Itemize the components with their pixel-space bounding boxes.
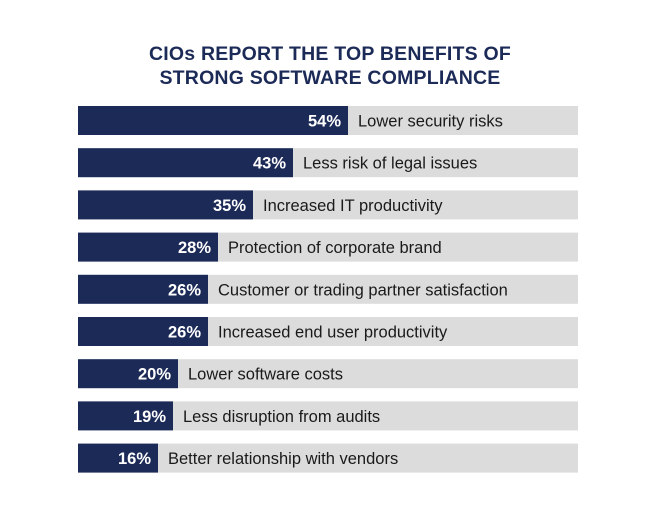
- bar-value-label: 19%: [133, 408, 166, 426]
- bar: [78, 443, 158, 473]
- bar: [78, 317, 208, 346]
- bar-row: 26% Increased end user productivity: [78, 317, 578, 346]
- bar: [78, 190, 253, 220]
- bar-category-label: Protection of corporate brand: [228, 239, 442, 257]
- bar-category-label: Increased IT productivity: [263, 197, 443, 215]
- bar-row: 26% Customer or trading partner satisfact…: [78, 274, 578, 304]
- bar-category-label: Customer or trading partner satisfaction: [218, 281, 508, 299]
- bar-category-label: Less disruption from audits: [183, 408, 380, 426]
- bar-track: [78, 443, 578, 473]
- chart-title: CIOs REPORT THE TOP BENEFITS OF STRONG S…: [0, 42, 660, 90]
- bar-value-label: 26%: [168, 324, 201, 342]
- chart-title-line-2: STRONG SOFTWARE COMPLIANCE: [159, 67, 501, 89]
- bar-category-label: Better relationship with vendors: [168, 450, 398, 468]
- bar: [78, 401, 173, 431]
- bar-value-label: 20%: [138, 366, 171, 384]
- bar-row: 43% Less risk of legal issues: [78, 148, 578, 178]
- bar: [78, 106, 348, 135]
- bar-category-label: Lower security risks: [358, 113, 503, 131]
- bar-category-label: Less risk of legal issues: [303, 155, 477, 173]
- bar-row: 35% Increased IT productivity: [78, 190, 578, 220]
- bar-category-label: Lower software costs: [188, 366, 343, 384]
- bar-value-label: 28%: [178, 239, 211, 257]
- bar-category-label: Increased end user productivity: [218, 324, 448, 342]
- bar-value-label: 54%: [308, 113, 341, 131]
- bar: [78, 148, 293, 178]
- bar-row: 28% Protection of corporate brand: [78, 232, 578, 262]
- bar: [78, 274, 208, 304]
- bar-value-label: 26%: [168, 281, 201, 299]
- bar-value-label: 43%: [253, 155, 286, 173]
- bar-row: 16% Better relationship with vendors: [78, 443, 578, 473]
- bar-row: 54% Lower security risks: [78, 106, 578, 135]
- bar: [78, 232, 218, 262]
- bar-row: 20% Lower software costs: [78, 359, 578, 389]
- bar-row: 19% Less disruption from audits: [78, 401, 578, 431]
- bar-value-label: 16%: [118, 450, 151, 468]
- bar: [78, 359, 178, 389]
- bar-value-label: 35%: [213, 197, 246, 215]
- chart-title-line-1: CIOs REPORT THE TOP BENEFITS OF: [149, 43, 511, 65]
